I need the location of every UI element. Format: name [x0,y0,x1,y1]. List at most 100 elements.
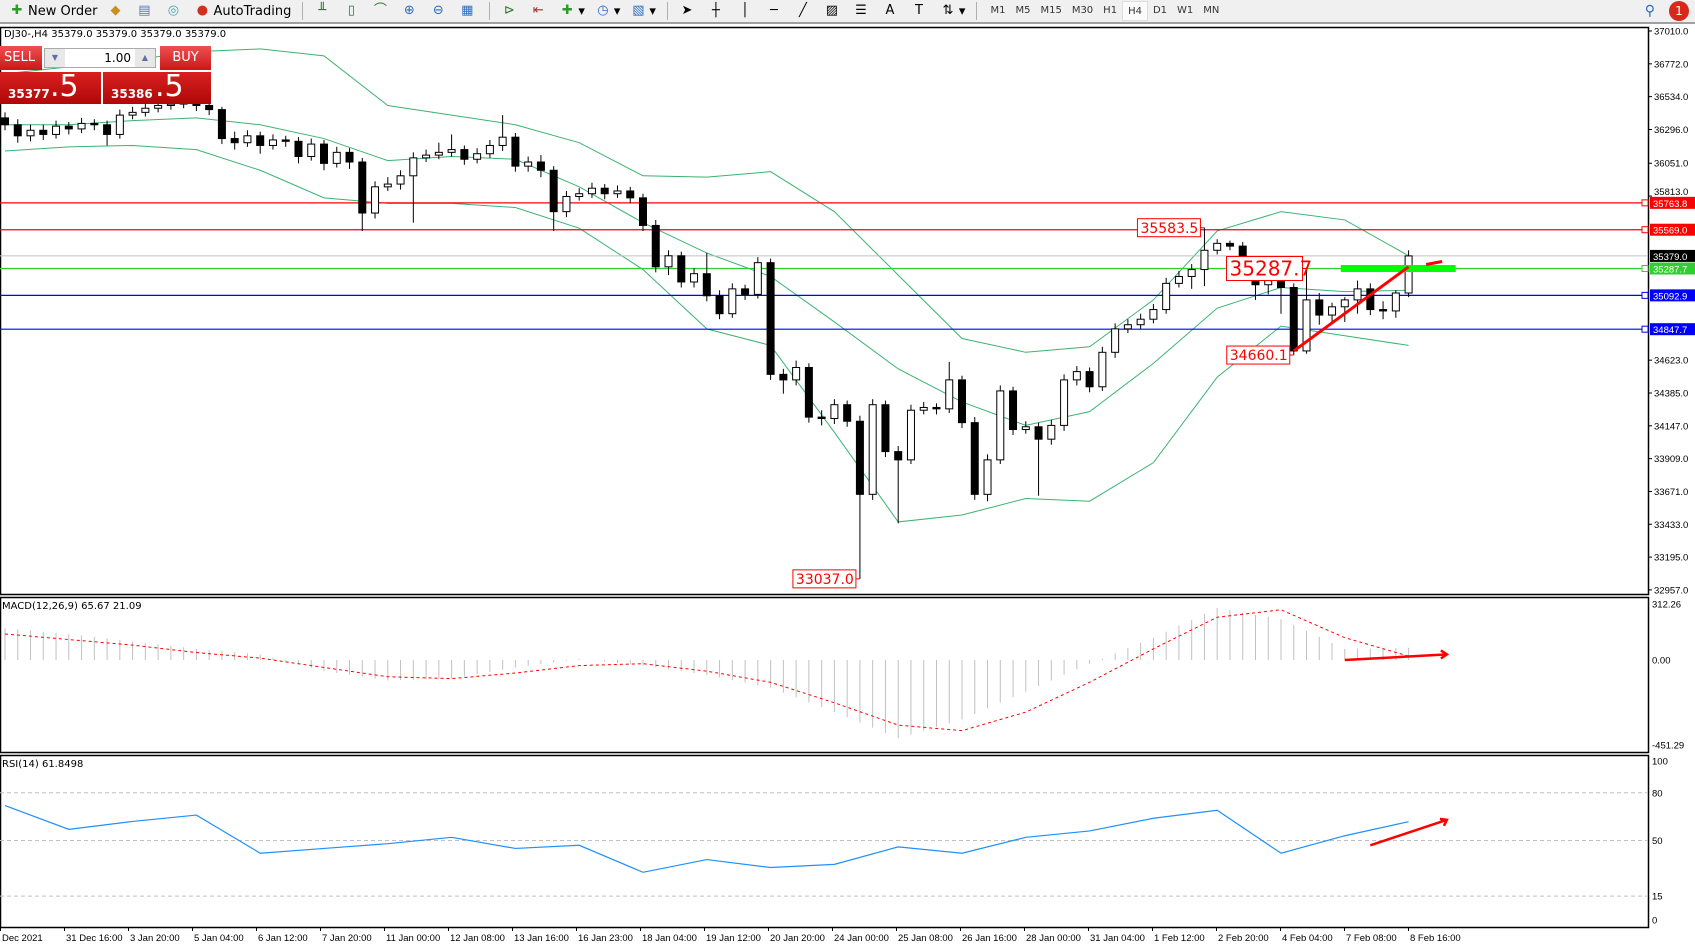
crosshair-button[interactable]: ┼ [705,1,730,21]
candle [906,409,915,461]
search-icon[interactable]: ⚲ [1644,3,1655,19]
candle [766,262,775,375]
candlestick-button[interactable]: ▯ [340,1,365,21]
indicators-button[interactable]: ✚ ▾ [556,1,588,21]
text-label-button[interactable]: T [908,1,933,21]
current-price-tag [1650,249,1695,262]
arrows-button[interactable]: ⇅ ▾ [937,1,969,21]
toolbar-separator [976,2,978,20]
candle [1136,318,1145,326]
timeframe-h4[interactable]: H4 [1122,1,1148,21]
line-chart-icon: ⌒ [373,3,387,18]
candle [396,175,405,185]
metaeditor-button[interactable]: ◆ [104,1,129,21]
lot-value[interactable]: 1.00 [104,51,131,65]
candle [1034,426,1043,440]
line-handle-icon[interactable] [1641,291,1649,299]
candle [447,149,456,153]
autotrading-button[interactable]: ● AutoTrading [191,1,294,21]
timeframe-m1[interactable]: M1 [990,5,1006,16]
tile-windows-button[interactable]: ▦ [456,1,481,21]
sell-price-main: 35377 [8,87,50,101]
line-handle-icon[interactable] [1641,325,1649,333]
crosshair-icon: ┼ [712,3,720,18]
candle [39,129,48,135]
fibonacci-button[interactable]: ▨ [821,1,846,21]
candle [817,416,826,419]
current-price-label: 35379.0 [1653,252,1687,263]
periods-button[interactable]: ◷ ▾ [592,1,624,21]
time-axis-label: 18 Jan 04:00 [642,933,697,944]
price-axis-label: 34147.0 [1654,421,1688,432]
price-axis-label: 33433.0 [1654,520,1688,531]
line-handle-icon[interactable] [1641,199,1649,207]
price-axis-label: 33909.0 [1654,454,1688,465]
templates-button[interactable]: ▧ ▾ [632,3,656,19]
timeframe-m15[interactable]: M15 [1040,5,1062,16]
text-label-icon: T [914,3,923,18]
chart-shift-button[interactable]: ⇤ [527,1,552,21]
buy-price[interactable]: 35386 .5 [103,69,211,104]
sell-price[interactable]: 35377 .5 [0,69,101,104]
candle [1302,299,1311,352]
new-order-button[interactable]: ✚ New Order [6,1,100,21]
candle [1340,299,1349,308]
candle [983,459,992,495]
macd-signal-line [4,609,1409,732]
price-axis-label: 34385.0 [1654,388,1688,399]
main-chart-frame [0,26,1650,596]
candle [536,161,545,171]
timeframe-m30[interactable]: M30 [1071,5,1094,16]
price-tag-label: 34847.7 [1653,325,1687,336]
horizontal-line-button[interactable]: ─ [763,1,788,21]
trendline-button[interactable]: ╱ [792,1,817,21]
price-axis-label: 32957.0 [1654,585,1688,596]
text-icon: A [885,3,895,18]
vertical-line-button[interactable]: │ [734,1,759,21]
price-tag [1650,262,1695,275]
line-handle-icon[interactable] [1641,226,1649,234]
time-axis-label: 6 Jan 12:00 [258,933,308,944]
line-chart-button[interactable]: ⌒ [369,1,394,21]
notification-badge[interactable]: 1 [1669,1,1689,21]
zoom-in-button[interactable]: ⊕ [398,1,423,21]
timeframe-m5[interactable]: M5 [1015,5,1031,16]
price-tag [1650,196,1695,209]
periods-icon: ◷ [597,3,609,18]
fibo-fan-button[interactable]: ☰ [850,1,875,21]
candle [600,187,609,195]
zoom-out-button[interactable]: ⊖ [427,1,452,21]
candle [1047,424,1056,440]
candle [383,183,392,188]
time-axis-label: 4 Feb 04:00 [1282,933,1333,944]
timeframe-mn[interactable]: MN [1203,5,1220,16]
candle [715,295,724,315]
autoscroll-button[interactable]: ⊳ [498,1,523,21]
time-axis-label: 8 Feb 16:00 [1410,933,1461,944]
chart-shift-icon: ⇤ [532,3,544,18]
timeframe-d1[interactable]: D1 [1152,5,1168,16]
signals-button[interactable]: ◎ [162,1,187,21]
candle [1085,371,1094,388]
rsi-axis-label: 80 [1652,788,1663,799]
terminal-button[interactable]: ▤ [133,1,158,21]
timeframe-h1[interactable]: H1 [1103,5,1118,16]
macd-label: MACD(12,26,9) 65.67 21.09 [2,601,142,612]
bar-chart-button[interactable]: ╨ [311,1,336,21]
sell-price-fraction: .5 [50,69,79,104]
signals-icon: ◎ [167,3,180,18]
cursor-button[interactable]: ➤ [676,1,701,21]
timeframe-w1[interactable]: W1 [1177,5,1194,16]
lot-size-input[interactable]: ▼ 1.00 ▲ [44,48,156,68]
text-button[interactable]: A [879,1,904,21]
buy-button[interactable]: BUY [160,46,211,70]
sell-button[interactable]: SELL [0,46,42,70]
macd-frame [0,596,1650,754]
price-annotation: 34660.1 [1230,348,1288,364]
candle [792,366,801,381]
line-handle-icon[interactable] [1641,265,1649,273]
lot-increase-icon[interactable]: ▲ [135,49,155,67]
price-axis-label: 36534.0 [1654,92,1688,103]
lot-decrease-icon[interactable]: ▼ [45,49,65,67]
